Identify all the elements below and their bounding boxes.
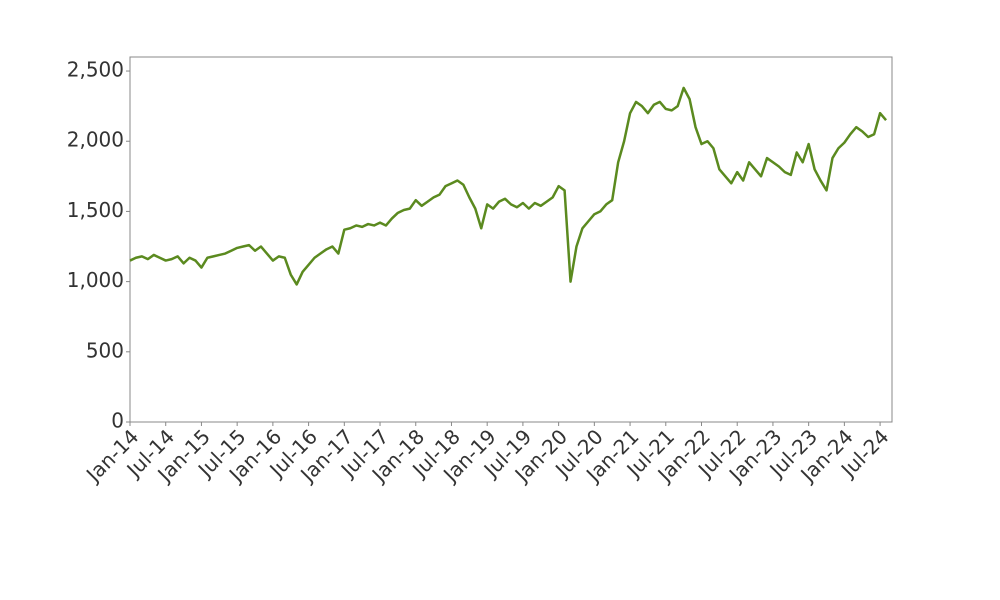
y-tick-label: 1,000 [67, 268, 124, 292]
y-tick-label: 500 [86, 338, 124, 362]
plot-frame [129, 56, 893, 423]
y-tick-label: 2,000 [67, 128, 124, 152]
price-line [129, 86, 888, 286]
y-tick-label: 0 [111, 409, 124, 433]
y-tick-label: 2,500 [67, 58, 124, 82]
y-tick-label: 1,500 [67, 198, 124, 222]
